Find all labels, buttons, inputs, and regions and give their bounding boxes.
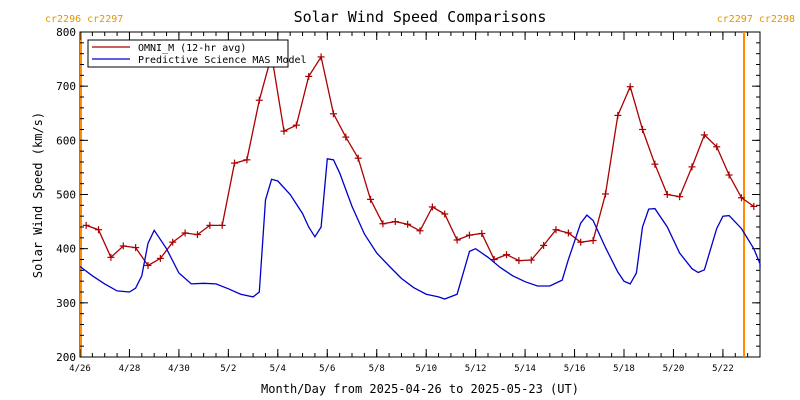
data-point-0-8 — [181, 229, 189, 237]
data-point-0-13 — [243, 156, 251, 164]
data-point-0-14 — [255, 96, 263, 104]
y-tick-label: 200 — [56, 351, 76, 364]
data-point-0-53 — [737, 194, 745, 202]
data-point-0-47 — [663, 191, 671, 198]
data-point-0-30 — [453, 236, 461, 244]
data-point-0-24 — [379, 220, 387, 228]
data-point-0-42 — [601, 190, 609, 198]
x-tick-label: 5/12 — [465, 364, 487, 374]
data-point-0-32 — [478, 230, 486, 237]
data-point-0-20 — [329, 110, 337, 118]
data-point-0-38 — [552, 226, 560, 234]
data-point-0-37 — [540, 241, 548, 249]
data-point-0-40 — [577, 238, 585, 246]
plot-area: 200 300 400 500 600 700 800 4/26 4/28 4/30 5/2 5/4… — [56, 26, 761, 374]
legend-label-omni: OMNI_M (12-hr avg) — [138, 43, 246, 54]
data-point-0-48 — [676, 193, 684, 201]
data-point-0-46 — [651, 160, 659, 168]
x-tick-label: 4/30 — [168, 364, 190, 374]
data-point-0-6 — [156, 254, 164, 262]
data-point-0-1 — [95, 226, 103, 234]
data-point-0-50 — [700, 131, 708, 139]
x-axis-label: Month/Day from 2025-04-26 to 2025-05-23 … — [261, 382, 579, 396]
data-point-0-54 — [750, 202, 758, 210]
y-tick-label: 700 — [56, 80, 76, 93]
data-point-0-39 — [564, 229, 572, 237]
y-tick-label: 400 — [56, 243, 76, 256]
chart-title: Solar Wind Speed Comparisons — [294, 8, 547, 26]
data-point-0-45 — [639, 126, 647, 133]
data-point-0-5 — [144, 261, 152, 269]
legend-label-mas: Predictive Science MAS Model — [138, 55, 307, 66]
data-point-0-27 — [416, 227, 424, 235]
cr-label-right: cr2297 cr2298 — [717, 14, 795, 25]
x-tick-label: 5/18 — [613, 364, 635, 374]
data-point-0-26 — [404, 220, 412, 228]
data-point-0-49 — [688, 163, 696, 171]
data-point-0-17 — [292, 121, 300, 129]
x-tick-label: 5/16 — [564, 364, 586, 374]
data-point-0-29 — [441, 210, 449, 218]
y-axis: 200 300 400 500 600 700 800 — [56, 26, 760, 364]
x-tick-label: 4/26 — [69, 364, 91, 374]
data-point-0-36 — [527, 256, 535, 264]
x-tick-label: 5/22 — [712, 364, 734, 374]
x-tick-label: 5/14 — [514, 364, 536, 374]
data-point-0-28 — [428, 203, 436, 211]
data-point-0-51 — [713, 143, 721, 151]
data-point-0-43 — [614, 111, 622, 119]
data-point-0-12 — [231, 159, 239, 167]
x-tick-label: 4/28 — [119, 364, 141, 374]
x-axis: 4/26 4/28 4/30 5/2 5/4 5/6 5/8 5/10 5/12 5/14 5/16… — [69, 32, 761, 374]
x-tick-label: 5/4 — [270, 364, 286, 374]
plot-frame — [79, 31, 761, 358]
data-point-0-23 — [367, 195, 375, 203]
data-point-0-9 — [193, 231, 201, 239]
data-point-0-10 — [206, 221, 214, 229]
data-point-0-19 — [317, 53, 325, 61]
data-point-0-31 — [465, 231, 473, 239]
data-point-0-11 — [218, 221, 226, 229]
data-point-0-22 — [354, 154, 362, 162]
series-line-1 — [79, 158, 761, 300]
x-tick-label: 5/10 — [415, 364, 437, 374]
data-point-0-4 — [132, 244, 140, 252]
y-tick-label: 300 — [56, 297, 76, 310]
data-point-0-16 — [280, 127, 288, 135]
data-point-0-52 — [725, 171, 733, 179]
carrington-markers — [80, 32, 745, 357]
legend-box — [87, 39, 289, 68]
y-tick-label: 600 — [56, 134, 76, 147]
x-tick-label: 5/8 — [369, 364, 385, 374]
x-tick-label: 5/2 — [220, 364, 236, 374]
legend: OMNI_M (12-hr avg) Predictive Science MA… — [87, 39, 307, 68]
data-point-0-18 — [305, 72, 313, 80]
series-group — [79, 51, 761, 300]
x-tick-label: 5/20 — [663, 364, 685, 374]
data-point-0-2 — [107, 253, 115, 261]
y-tick-label: 800 — [56, 26, 76, 39]
data-point-0-3 — [119, 242, 127, 250]
cr-label-left: cr2296 cr2297 — [45, 14, 123, 25]
x-tick-label: 5/6 — [319, 364, 335, 374]
y-axis-label: Solar Wind Speed (km/s) — [31, 112, 45, 278]
data-point-0-21 — [342, 133, 350, 141]
data-point-0-41 — [589, 237, 597, 245]
data-point-0-7 — [169, 238, 177, 246]
data-point-0-34 — [503, 251, 511, 259]
data-point-0-44 — [626, 83, 634, 91]
data-point-0-25 — [391, 218, 399, 226]
data-point-0-35 — [515, 257, 523, 265]
data-point-0-0 — [82, 221, 90, 229]
y-tick-label: 500 — [56, 189, 76, 202]
